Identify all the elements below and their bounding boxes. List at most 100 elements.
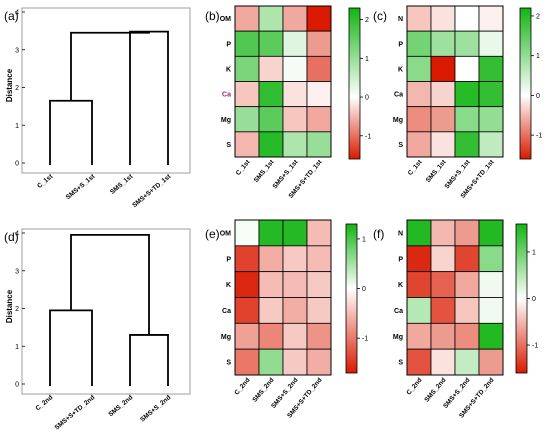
dendrogram-frame: [21, 228, 191, 395]
heatmap-cell: [406, 297, 432, 324]
column-label: SMS_1st: [425, 158, 448, 184]
heatmap-cell: [478, 30, 504, 57]
heatmap-cell: [454, 348, 480, 376]
y-tick-label: 2: [15, 85, 19, 92]
heatmap-cell: [454, 106, 480, 133]
column-label: SMS_2nd: [251, 377, 275, 404]
row-label: P: [226, 256, 231, 263]
colorbar: [519, 7, 532, 160]
row-label: Mg: [221, 334, 231, 341]
panel-label: (e): [205, 227, 220, 241]
heatmap-cell: [258, 245, 284, 273]
colorbar: [348, 7, 361, 160]
dendrogram-branch: [129, 334, 169, 386]
column-label: C_2nd: [405, 377, 423, 397]
heatmap-cell: [430, 245, 456, 273]
heatmap-cell: [478, 219, 504, 247]
panel-label: (f): [373, 227, 384, 241]
leaf-label: C_2nd: [35, 394, 55, 412]
heatmap-cell: [454, 322, 480, 350]
row-label: P: [398, 41, 403, 48]
heatmap-cell: [478, 271, 504, 298]
leaf-label: SMS_2nd: [107, 394, 134, 418]
y-axis-label: Distance: [5, 289, 14, 323]
colorbar-tick-label: 1: [362, 236, 366, 243]
colorbar-tick-label: 1: [536, 53, 540, 60]
heatmap-cell: [258, 81, 284, 108]
heatmap-cell: [478, 297, 504, 324]
column-label: C_2nd: [233, 377, 251, 397]
heatmap-cell: [406, 5, 432, 32]
heatmap-cell: [454, 30, 480, 57]
dendrogram-branch: [70, 233, 150, 335]
row-label: N: [398, 16, 403, 23]
column-label: SMS_2nd: [423, 377, 447, 404]
heatmap-cell: [454, 245, 480, 273]
dendrogram-frame: [21, 7, 191, 174]
heatmap-frame: [234, 5, 332, 158]
row-label: P: [226, 41, 231, 48]
heatmap-cell: [306, 245, 332, 273]
colorbar-tick-label: 0: [532, 296, 536, 303]
heatmap-cell: [478, 5, 504, 32]
heatmap-cell: [454, 55, 480, 82]
heatmap-cell: [406, 219, 432, 247]
heatmap-cell: [234, 106, 260, 133]
heatmap-cell: [282, 348, 308, 376]
heatmap-frame: [406, 5, 504, 158]
heatmap-cell: [282, 219, 308, 247]
heatmap-cell: [430, 55, 456, 82]
colorbar-tick-label: -1: [362, 336, 368, 343]
heatmap-cell: [282, 322, 308, 350]
heatmap-cell: [258, 30, 284, 57]
heatmap-cell: [234, 245, 260, 273]
colorbar-tick-label: -1: [365, 133, 371, 140]
row-label: K: [226, 66, 231, 73]
heatmap-cell: [234, 348, 260, 376]
heatmap-cell: [234, 131, 260, 158]
dendrogram-branch: [70, 31, 150, 101]
heatmap-cell: [478, 322, 504, 350]
heatmap-cell: [234, 81, 260, 108]
heatmap-cell: [430, 5, 456, 32]
heatmap-cell: [306, 5, 332, 32]
row-label: OM: [220, 16, 231, 23]
row-label: Ca: [394, 92, 403, 99]
panel-label: (a): [4, 9, 19, 23]
row-label: Ca: [394, 308, 403, 315]
heatmap-cell: [258, 322, 284, 350]
panel-label: (d): [4, 230, 19, 244]
colorbar-tick-label: 0: [365, 95, 369, 102]
row-label: K: [398, 66, 403, 73]
dendrogram-branch: [129, 30, 169, 165]
heatmap-cell: [258, 5, 284, 32]
heatmap-cell: [282, 81, 308, 108]
heatmap-cell: [430, 81, 456, 108]
row-label: Mg: [393, 117, 403, 124]
heatmap-cell: [282, 106, 308, 133]
heatmap-cell: [234, 322, 260, 350]
heatmap-cell: [258, 271, 284, 298]
heatmap-cell: [430, 271, 456, 298]
heatmap-cell: [234, 271, 260, 298]
colorbar-tick-label: -1: [536, 133, 542, 140]
heatmap-cell: [406, 322, 432, 350]
panel-a: 0 1 2 3 4 Distance C_1st SMS+S_1st SMS_1stSMS+S+…: [4, 7, 191, 209]
heatmap-cell: [258, 55, 284, 82]
heatmap-cell: [306, 55, 332, 82]
heatmap-cell: [306, 106, 332, 133]
dendrogram-branch: [49, 309, 93, 386]
panel-label: (c): [373, 9, 387, 23]
heatmap-cell: [406, 55, 432, 82]
heatmap-cell: [406, 30, 432, 57]
colorbar-tick-label: 0: [536, 93, 540, 100]
heatmap-cell: [454, 219, 480, 247]
heatmap-cell: [306, 322, 332, 350]
y-tick-label: 3: [15, 47, 19, 54]
heatmap-cell: [430, 219, 456, 247]
heatmap-cell: [478, 106, 504, 133]
heatmap-cell: [406, 271, 432, 298]
